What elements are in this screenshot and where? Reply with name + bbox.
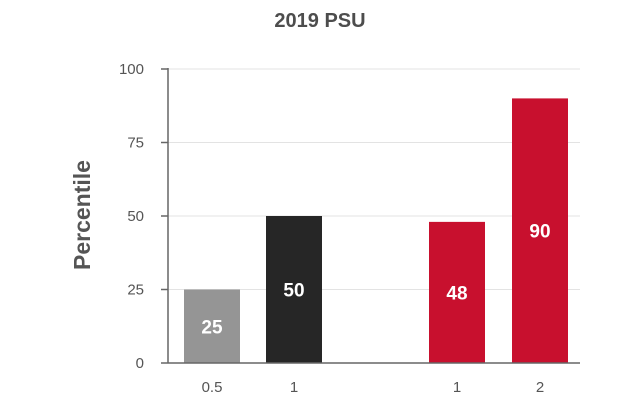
chart-title: 2019 PSU bbox=[274, 10, 365, 32]
y-tick-label: 75 bbox=[127, 135, 144, 152]
x-tick-label: 1 bbox=[290, 379, 298, 396]
data-label: 48 bbox=[446, 283, 467, 304]
data-label: 90 bbox=[529, 222, 550, 243]
labels: 0 25 50 75 100 25 0.5 50 1 48 1 90 2 bbox=[119, 61, 551, 396]
data-label: 50 bbox=[283, 281, 304, 302]
y-tick-label: 100 bbox=[119, 61, 144, 78]
y-axis-label: Percentile bbox=[69, 160, 95, 270]
y-tick-label: 50 bbox=[127, 208, 144, 225]
y-tick-label: 25 bbox=[127, 282, 144, 299]
x-tick-label: 0.5 bbox=[202, 379, 223, 396]
x-tick-label: 2 bbox=[536, 379, 544, 396]
y-tick-label: 0 bbox=[136, 355, 144, 372]
x-tick-label: 1 bbox=[453, 379, 461, 396]
bar-3 bbox=[429, 221, 485, 363]
bar-1 bbox=[184, 289, 240, 363]
gridlines bbox=[168, 68, 580, 290]
axes bbox=[161, 68, 580, 364]
bars bbox=[184, 98, 568, 364]
bar-2 bbox=[266, 216, 322, 363]
data-label: 25 bbox=[201, 317, 223, 338]
bar-4 bbox=[512, 98, 568, 364]
